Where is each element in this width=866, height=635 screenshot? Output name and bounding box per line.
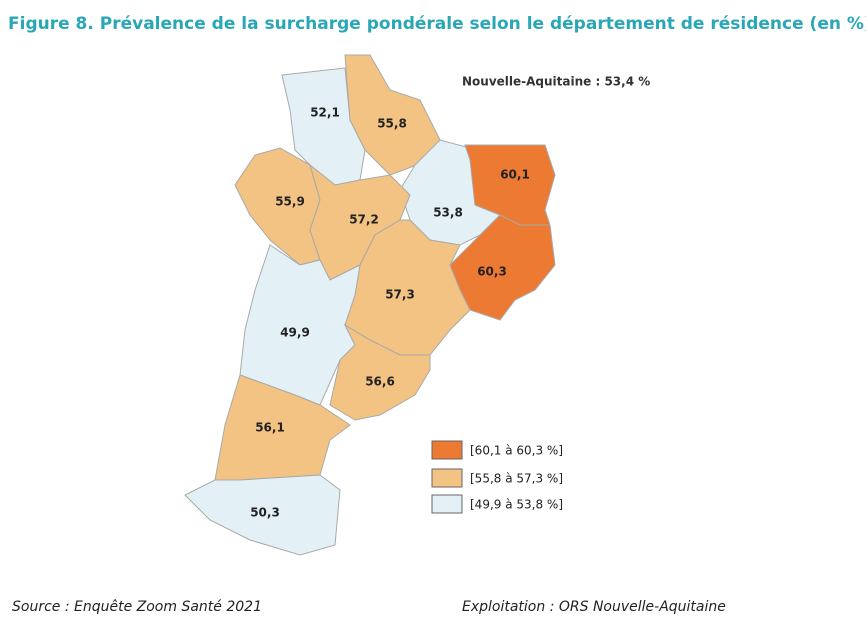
regional-average: Nouvelle-Aquitaine : 53,4 % [462, 75, 650, 89]
department-value: 50,3 [250, 506, 280, 520]
department [329, 323, 431, 421]
legend-swatch [431, 468, 463, 488]
department-value: 60,3 [477, 265, 507, 279]
department-value: 55,9 [275, 195, 305, 209]
map: 52,1 55,8 53,8 60,1 60,3 55,9 57,2 57,3 … [184, 54, 556, 556]
department-value: 56,6 [365, 375, 395, 389]
legend-swatch [431, 494, 463, 514]
department-value: 57,3 [385, 288, 415, 302]
department [214, 374, 351, 481]
legend-label: [55,8 à 57,3 %] [470, 472, 563, 486]
legend: [60,1 à 60,3 %] [55,8 à 57,3 %] [49,9 à … [431, 440, 563, 514]
department-value: 60,1 [500, 168, 530, 182]
department-value: 53,8 [433, 206, 463, 220]
title: Figure 8. Prévalence de la surcharge pon… [8, 14, 866, 34]
department-value: 49,9 [280, 326, 310, 340]
exploitation: Exploitation : ORS Nouvelle-Aquitaine [462, 599, 726, 615]
source: Source : Enquête Zoom Santé 2021 [12, 599, 262, 615]
department-value: 57,2 [349, 213, 379, 227]
department-value: 56,1 [255, 421, 285, 435]
legend-label: [49,9 à 53,8 %] [470, 498, 563, 512]
department-value: 52,1 [310, 106, 340, 120]
legend-label: [60,1 à 60,3 %] [470, 444, 563, 458]
department [184, 474, 341, 556]
department-value: 55,8 [377, 117, 407, 131]
legend-swatch [431, 440, 463, 460]
